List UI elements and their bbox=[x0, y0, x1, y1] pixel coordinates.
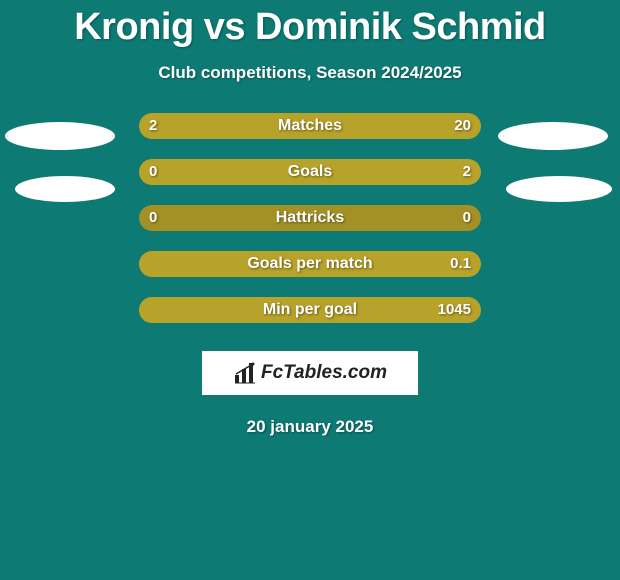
stat-left-value: 0 bbox=[149, 159, 157, 185]
stat-row: Matches220 bbox=[0, 113, 620, 159]
stat-left-value: 0 bbox=[149, 205, 157, 231]
site-badge: FcTables.com bbox=[202, 351, 418, 395]
stat-bar bbox=[139, 113, 481, 139]
site-badge-text: FcTables.com bbox=[261, 362, 387, 384]
stat-left-value: 2 bbox=[149, 113, 157, 139]
stat-right-value: 20 bbox=[454, 113, 471, 139]
bar-chart-icon bbox=[233, 361, 257, 385]
stat-bar-right-fill bbox=[139, 251, 481, 277]
stat-right-value: 2 bbox=[463, 159, 471, 185]
page-subtitle: Club competitions, Season 2024/2025 bbox=[0, 63, 620, 83]
stat-bar-right-fill bbox=[139, 159, 481, 185]
stat-bar bbox=[139, 297, 481, 323]
stat-row: Min per goal1045 bbox=[0, 297, 620, 343]
stat-bar-bg bbox=[139, 205, 481, 231]
stat-bar-right-fill bbox=[201, 113, 481, 139]
stat-row: Goals per match0.1 bbox=[0, 251, 620, 297]
stat-bar-right-fill bbox=[139, 297, 481, 323]
page-title: Kronig vs Dominik Schmid bbox=[0, 6, 620, 49]
stat-row: Goals02 bbox=[0, 159, 620, 205]
stat-right-value: 0.1 bbox=[450, 251, 471, 277]
stats-wrapper: Matches220Goals02Hattricks00Goals per ma… bbox=[0, 113, 620, 343]
stat-right-value: 0 bbox=[463, 205, 471, 231]
stat-right-value: 1045 bbox=[438, 297, 471, 323]
date-line: 20 january 2025 bbox=[0, 417, 620, 437]
stat-row: Hattricks00 bbox=[0, 205, 620, 251]
stat-bar bbox=[139, 159, 481, 185]
stat-bar bbox=[139, 251, 481, 277]
comparison-container: Kronig vs Dominik Schmid Club competitio… bbox=[0, 0, 620, 580]
stat-bar bbox=[139, 205, 481, 231]
